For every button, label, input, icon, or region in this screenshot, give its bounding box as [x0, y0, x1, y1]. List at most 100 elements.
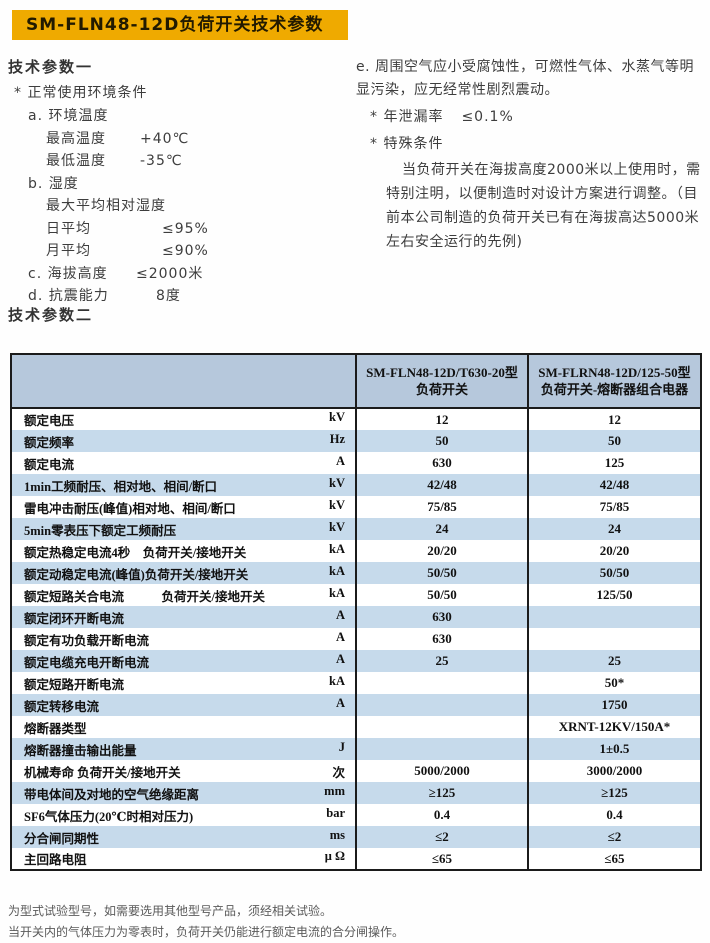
row-value-1: [355, 738, 528, 760]
row-label: 额定有功负载开断电流: [24, 633, 150, 648]
table-row: 额定短路开断电流 kA 50*: [11, 672, 701, 694]
row-label: 熔断器类型: [24, 721, 87, 736]
row-label-cell: 额定转移电流 A: [11, 694, 356, 716]
param-label: 日平均: [46, 220, 91, 237]
row-value-1: 50/50: [355, 562, 528, 584]
row-value-1: 75/85: [355, 496, 528, 518]
row-label: 额定热稳定电流4秒 负荷开关/接地开关: [24, 545, 247, 560]
row-label: 5min零表压下额定工频耐压: [24, 523, 177, 538]
param-value: -35℃: [140, 153, 183, 169]
row-label-cell: 额定热稳定电流4秒 负荷开关/接地开关 kA: [11, 540, 356, 562]
table-row: 额定电流 A 630 125: [11, 452, 701, 474]
header-model-2-line1: SM-FLRN48-12D/125-50型: [538, 365, 691, 380]
footnote-line: 当开关内的气体压力为零表时，负荷开关仍能进行额定电流的合分闸操作。: [8, 925, 405, 939]
row-label-cell: 额定有功负载开断电流 A: [11, 628, 356, 650]
row-label: 1min工频耐压、相对地、相间/断口: [24, 479, 218, 494]
param-value: ≤2000米: [136, 265, 204, 282]
row-label-cell: 带电体间及对地的空气绝缘距离 mm: [11, 782, 356, 804]
row-label-cell: SF6气体压力(20℃时相对压力) bar: [11, 804, 356, 826]
row-value-2: 75/85: [527, 496, 701, 518]
row-value-2: [527, 606, 701, 628]
row-unit: kA: [329, 585, 345, 600]
row-value-1: [355, 672, 528, 694]
param-line: 月平均 ≤90%: [8, 240, 353, 263]
row-label-cell: 5min零表压下额定工频耐压 kV: [11, 518, 356, 540]
row-label-cell: 主回路电阻 μ Ω: [11, 848, 356, 870]
param-label: b. 湿度: [28, 175, 79, 192]
param-line: b. 湿度: [8, 173, 353, 196]
row-value-1: 25: [355, 650, 528, 672]
table-row: 额定热稳定电流4秒 负荷开关/接地开关 kA 20/20 20/20: [11, 540, 701, 562]
row-value-1: ≤2: [355, 826, 528, 848]
row-label: SF6气体压力(20℃时相对压力): [24, 809, 194, 824]
row-value-2: 25: [527, 650, 701, 672]
row-label: 额定短路开断电流: [24, 677, 125, 692]
table-body: 额定电压 kV 12 12 额定频率 Hz 50 50 额定电流 A 630 125 1min工频耐压、…: [11, 408, 701, 870]
table-row: 1min工频耐压、相对地、相间/断口 kV 42/48 42/48: [11, 474, 701, 496]
row-value-2: ≤65: [527, 848, 701, 870]
row-value-1: ≤65: [355, 848, 528, 870]
param-value: 8度: [156, 288, 181, 304]
row-label: 额定闭环开断电流: [24, 611, 125, 626]
row-unit: ms: [329, 827, 345, 842]
table-row: 额定有功负载开断电流 A 630: [11, 628, 701, 650]
row-label-cell: 机械寿命 负荷开关/接地开关 次: [11, 760, 356, 782]
row-unit: 次: [332, 765, 345, 780]
section-1-heading: 技术参数一: [8, 58, 94, 76]
row-value-2: 1±0.5: [527, 738, 701, 760]
row-label-cell: 额定电缆充电开断电流 A: [11, 650, 356, 672]
special-conditions-label: * 特殊条件: [370, 136, 444, 152]
row-value-1: 24: [355, 518, 528, 540]
param-label: 最大平均相对湿度: [46, 198, 166, 214]
table-row: 额定转移电流 A 1750: [11, 694, 701, 716]
row-value-1: 630: [355, 628, 528, 650]
row-value-1: 5000/2000: [355, 760, 528, 782]
row-label: 分合闸同期性: [24, 831, 100, 846]
row-value-2: 125/50: [527, 584, 701, 606]
page-title: SM-FLN48-12D负荷开关技术参数: [12, 10, 348, 40]
param-label: 月平均: [46, 243, 91, 259]
row-value-2: ≤2: [527, 826, 701, 848]
ambient-air-paragraph: e. 周围空气应小受腐蚀性，可燃性气体、水蒸气等明显污染，应无经常性剧烈震动。: [356, 59, 695, 98]
row-value-1: 50: [355, 430, 528, 452]
row-unit: kV: [329, 410, 345, 424]
row-value-1: 42/48: [355, 474, 528, 496]
row-unit: A: [335, 453, 345, 468]
row-unit: kV: [329, 475, 345, 490]
row-label: 额定动稳定电流(峰值)负荷开关/接地开关: [24, 567, 249, 582]
row-unit: bar: [326, 805, 345, 820]
row-unit: kA: [329, 563, 345, 578]
footnotes: 为型式试验型号，如需要选用其他型号产品，须经相关试验。 当开关内的气体压力为零表时…: [8, 901, 404, 943]
param-line: 最高温度 +40℃: [8, 128, 353, 151]
header-model-1-line1: SM-FLN48-12D/T630-20型: [366, 365, 518, 380]
param-line: 最大平均相对湿度: [8, 195, 353, 218]
param-value: ≤95%: [162, 220, 209, 237]
environment-param-list: a. 环境温度 最高温度 +40℃ 最低温度 -35℃ b. 湿度 最大平均相对湿度 日平均 ≤…: [8, 105, 353, 308]
table-row: 额定电缆充电开断电流 A 25 25: [11, 650, 701, 672]
section-params-1: 技术参数一 * 正常使用环境条件 a. 环境温度 最高温度 +40℃ 最低温度 -35℃…: [8, 56, 353, 308]
row-label-cell: 额定电压 kV: [11, 408, 356, 430]
table-row: 机械寿命 负荷开关/接地开关 次 5000/2000 3000/2000: [11, 760, 701, 782]
row-unit: kV: [329, 497, 345, 512]
table-row: SF6气体压力(20℃时相对压力) bar 0.4 0.4: [11, 804, 701, 826]
row-value-2: 20/20: [527, 540, 701, 562]
param-label: 最高温度: [46, 130, 106, 147]
table-row: 额定动稳定电流(峰值)负荷开关/接地开关 kA 50/50 50/50: [11, 562, 701, 584]
table-row: 额定短路关合电流 负荷开关/接地开关 kA 50/50 125/50: [11, 584, 701, 606]
section-2-heading: 技术参数二: [8, 306, 94, 324]
row-value-2: 50/50: [527, 562, 701, 584]
row-value-1: ≥125: [355, 782, 528, 804]
header-model-1-line2: 负荷开关: [415, 382, 468, 397]
row-label-cell: 1min工频耐压、相对地、相间/断口 kV: [11, 474, 356, 496]
table-row: 额定频率 Hz 50 50: [11, 430, 701, 452]
row-label: 带电体间及对地的空气绝缘距离: [24, 787, 200, 802]
row-value-1: 20/20: [355, 540, 528, 562]
row-value-2: [527, 628, 701, 650]
row-label-cell: 额定电流 A: [11, 452, 356, 474]
row-unit: kA: [329, 541, 345, 556]
param-line: c. 海拔高度 ≤2000米: [8, 263, 353, 286]
row-value-2: 125: [527, 452, 701, 474]
param-line: a. 环境温度: [8, 105, 353, 128]
param-line: 日平均 ≤95%: [8, 218, 353, 241]
annual-leak-rate-line: * 年泄漏率 ≤0.1%: [356, 106, 706, 129]
